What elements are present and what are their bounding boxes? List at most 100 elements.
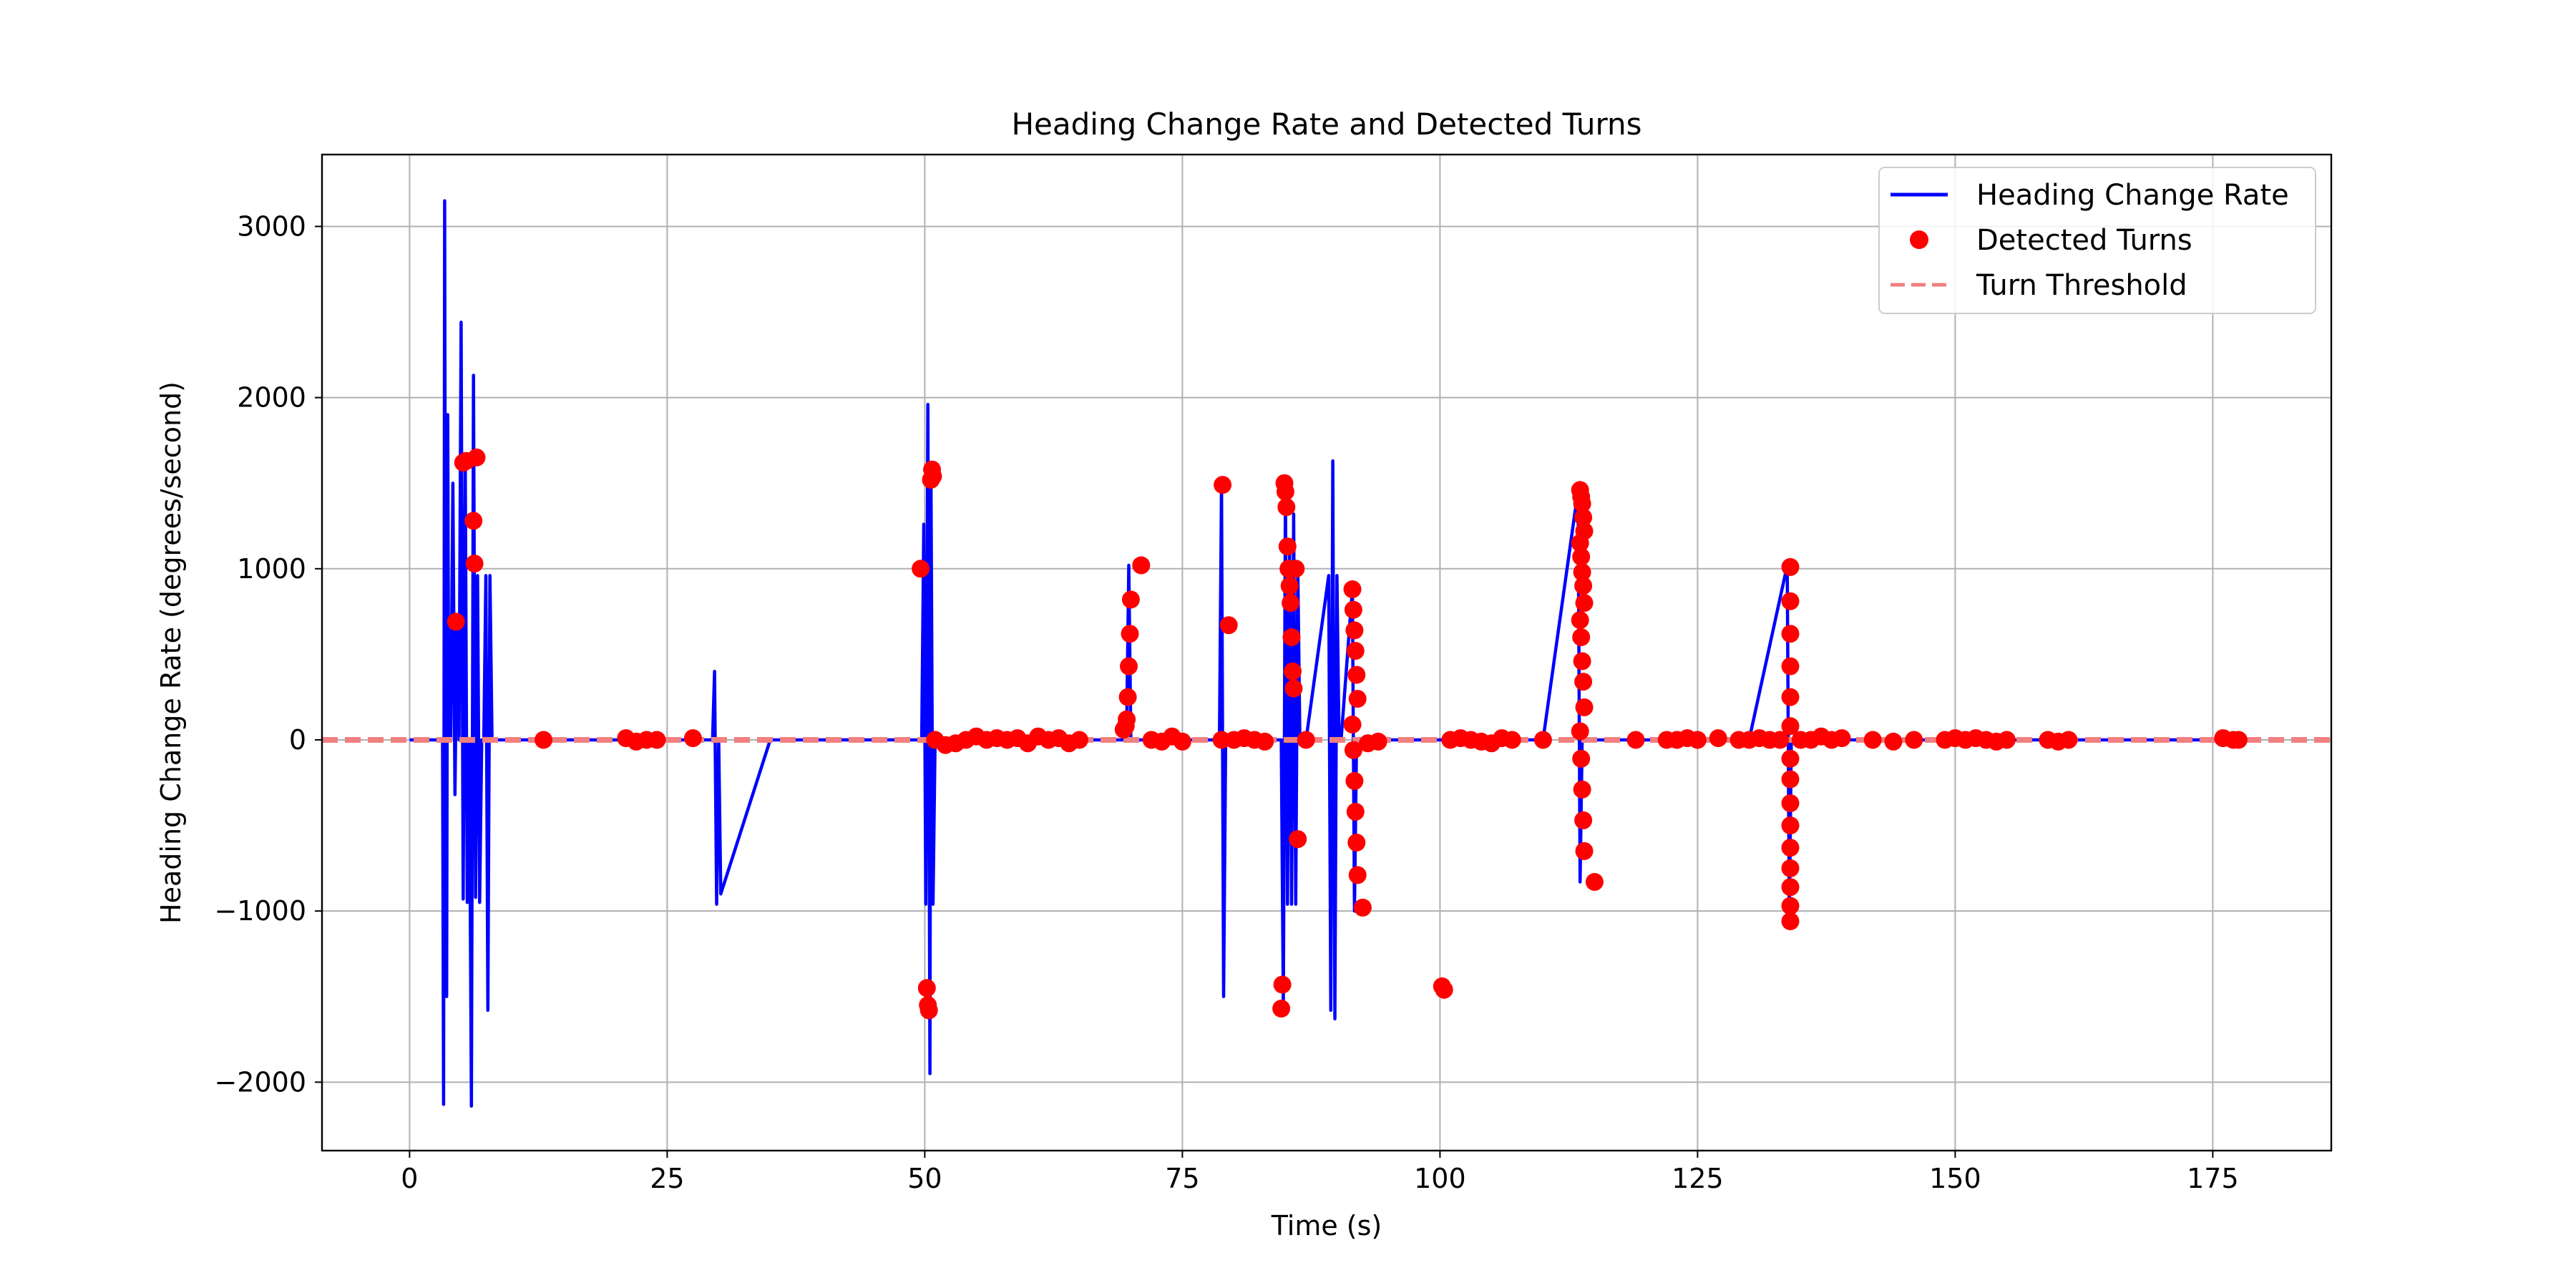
legend-turns-swatch [1910, 230, 1928, 249]
detected-turn-point [1287, 560, 1305, 578]
detected-turn-point [912, 560, 930, 578]
x-axis: 0 25 50 75 100 125 150 175 [401, 1151, 2239, 1194]
detected-turn-point [2059, 731, 2078, 749]
detected-turn-point [1120, 657, 1138, 675]
x-tick-label: 0 [401, 1163, 418, 1194]
detected-turn-point [1781, 625, 1800, 643]
grid [322, 155, 2331, 1151]
y-tick-label: −2000 [214, 1066, 306, 1098]
detected-turn-point [1346, 642, 1365, 660]
detected-turn-point [1121, 590, 1140, 609]
detected-turn-point [1118, 688, 1137, 706]
chart-title: Heading Change Rate and Detected Turns [1011, 107, 1641, 142]
detected-turn-point [1771, 731, 1790, 749]
detected-turn-point [1781, 878, 1800, 897]
detected-turn-point [1280, 577, 1299, 595]
plot-background [322, 155, 2331, 1151]
detected-turn-point [919, 1001, 938, 1020]
detected-turn-point [1573, 652, 1591, 670]
legend: Heading Change Rate Detected Turns Turn … [1878, 167, 2316, 314]
detected-turn-point [1347, 834, 1366, 852]
detected-turn-point [1574, 673, 1593, 691]
plot-layer [322, 199, 2331, 1108]
detected-turn-point [1781, 592, 1800, 610]
detected-turn-point [447, 613, 465, 631]
plot-frame [321, 153, 2333, 1152]
detected-turn-point [1173, 732, 1191, 751]
detected-turn-point [683, 729, 702, 748]
detected-turn-point [1781, 794, 1800, 812]
detected-turn-point [924, 467, 942, 486]
detected-turn-point [1353, 898, 1372, 917]
detected-turn-point [1997, 731, 2016, 749]
x-tick-label: 50 [907, 1163, 942, 1194]
detected-turn-point [1572, 547, 1591, 566]
detected-turn-point [1256, 732, 1274, 751]
y-tick-label: 1000 [237, 553, 306, 585]
detected-turn-point [1574, 811, 1593, 829]
detected-turn-point [1344, 741, 1362, 759]
detected-turn-point [1781, 688, 1800, 706]
detected-turn-point [1345, 771, 1364, 790]
detected-turn-point [1574, 508, 1593, 527]
detected-turn-point [1781, 657, 1800, 675]
x-axis-label: Time (s) [1271, 1210, 1382, 1241]
detected-turn-point [1572, 628, 1591, 646]
legend-threshold-label: Turn Threshold [1976, 269, 2187, 302]
detected-turn-point [1571, 722, 1589, 741]
detected-turn-point [1347, 665, 1366, 684]
y-tick-label: 2000 [237, 382, 306, 414]
x-tick-label: 175 [2187, 1163, 2239, 1194]
detected-turn-point [1781, 749, 1800, 768]
detected-turn-point [1863, 731, 1882, 749]
x-tick-label: 125 [1672, 1163, 1724, 1194]
detected-turn-point [1905, 731, 1923, 749]
detected-turn-point [1503, 731, 1521, 749]
detected-turn-point [1626, 731, 1645, 749]
legend-turns-label: Detected Turns [1976, 224, 2192, 257]
detected-turn-point [465, 555, 484, 573]
detected-turn-point [1276, 482, 1294, 501]
detected-turn-point [1297, 731, 1315, 749]
detected-turn-point [1219, 616, 1238, 635]
detected-turn-point [1781, 816, 1800, 835]
detected-turn-point [1781, 897, 1800, 915]
detected-turn-point [1282, 594, 1300, 613]
detected-turn-point [1781, 912, 1800, 930]
detected-turn-point [535, 731, 553, 749]
detected-turn-point [1781, 839, 1800, 857]
detected-turn-point [1709, 729, 1727, 748]
detected-turn-point [1781, 770, 1800, 789]
detected-turn-point [1575, 841, 1594, 860]
x-tick-label: 25 [650, 1163, 684, 1194]
detected-turn-point [1277, 498, 1296, 517]
x-tick-label: 75 [1165, 1163, 1199, 1194]
detected-turn-point [1070, 731, 1088, 749]
detected-turn-point [1118, 710, 1136, 728]
legend-box [1878, 167, 2316, 314]
detected-turn-point [1575, 594, 1594, 613]
detected-turn-point [1884, 732, 1903, 751]
detected-turn-point [1284, 662, 1302, 680]
detected-turn-point [1212, 731, 1231, 749]
detected-turn-point [1573, 494, 1591, 513]
detected-turn-point [467, 448, 486, 467]
detected-turn-point [648, 731, 666, 749]
detected-turn-point [1573, 780, 1591, 799]
detected-turn-point [1781, 859, 1800, 877]
detected-turn-point [1273, 975, 1292, 994]
detected-turn-point [1214, 476, 1232, 494]
legend-heading-label: Heading Change Rate [1976, 179, 2289, 212]
detected-turn-point [1533, 731, 1552, 749]
y-axis-label: Heading Change Rate (degrees/second) [155, 381, 187, 924]
detected-turn-point [1282, 628, 1301, 646]
detected-turn-point [1343, 580, 1362, 598]
detected-turn-point [1369, 732, 1387, 751]
y-tick-label: 3000 [237, 210, 306, 242]
x-tick-label: 100 [1414, 1163, 1466, 1194]
detected-turn-point [1572, 749, 1591, 768]
detected-turn-point [1571, 611, 1589, 630]
detected-turn-point [1688, 731, 1707, 749]
detected-turn-point [1348, 866, 1367, 884]
